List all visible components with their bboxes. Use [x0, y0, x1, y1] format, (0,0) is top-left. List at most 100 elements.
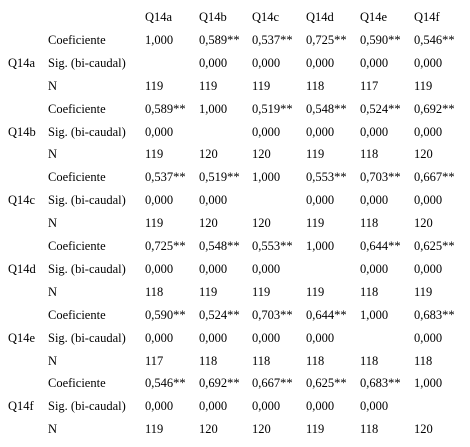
- cell: 120: [199, 422, 218, 437]
- statistic-label: N: [48, 284, 58, 299]
- cell: 0,000: [360, 261, 389, 276]
- cell: 119: [306, 284, 325, 299]
- cell: 119: [306, 422, 325, 437]
- cell: 1,000: [252, 170, 281, 185]
- cell: 0,625**: [306, 376, 347, 391]
- cell: 0,537**: [145, 170, 186, 185]
- cell: 118: [360, 216, 379, 231]
- cell: 119: [306, 147, 325, 162]
- cell: 0,590**: [360, 32, 401, 47]
- cell: 0,546**: [414, 32, 455, 47]
- cell: 120: [414, 216, 433, 231]
- statistic-label: Coeficiente: [48, 32, 106, 47]
- cell: 0,000: [252, 330, 281, 345]
- statistic-label: Coeficiente: [48, 239, 106, 253]
- cell: 0,000: [360, 399, 389, 414]
- cell: 0,000: [414, 193, 443, 208]
- cell: 0,000: [360, 55, 389, 70]
- cell: 119: [145, 216, 164, 231]
- cell: 120: [252, 422, 271, 437]
- cell: 0,692**: [199, 376, 240, 391]
- cell: 0,703**: [360, 170, 401, 185]
- cell: 0,590**: [145, 307, 186, 322]
- cell: 1,000: [360, 307, 389, 322]
- column-header: Q14e: [360, 10, 388, 24]
- cell: 0,000: [252, 55, 281, 70]
- variable-label: Q14c: [8, 193, 36, 208]
- cell: 0,625**: [414, 239, 455, 253]
- cell: 0,725**: [145, 239, 186, 253]
- cell: 119: [145, 422, 164, 437]
- variable-label: Q14f: [8, 399, 34, 414]
- cell: 0,000: [252, 399, 281, 414]
- cell: 0,589**: [145, 101, 186, 116]
- cell: 118: [414, 353, 433, 368]
- column-header: Q14a: [145, 10, 173, 24]
- statistic-label: Coeficiente: [48, 170, 106, 185]
- cell: 120: [414, 147, 433, 162]
- cell: 0,000: [306, 55, 335, 70]
- cell: 120: [199, 147, 218, 162]
- cell: 0,000: [145, 399, 174, 414]
- cell: 0,000: [306, 399, 335, 414]
- cell: 0,667**: [414, 170, 455, 185]
- cell: 119: [414, 284, 433, 299]
- cell: 0,524**: [199, 307, 240, 322]
- cell: 0,000: [145, 261, 174, 276]
- statistic-label: N: [48, 353, 58, 368]
- cell: 0,692**: [414, 101, 455, 116]
- cell: 118: [306, 78, 325, 93]
- cell: 0,546**: [145, 376, 186, 391]
- cell: 0,000: [199, 399, 228, 414]
- cell: 0,000: [360, 193, 389, 208]
- cell: 0,000: [252, 124, 281, 139]
- cell: 0,553**: [252, 239, 293, 253]
- cell: 0,000: [199, 55, 228, 70]
- cell: 0,000: [145, 330, 174, 345]
- cell: 0,725**: [306, 32, 347, 47]
- cell: 119: [414, 78, 433, 93]
- cell: 119: [252, 78, 271, 93]
- cell: 0,000: [414, 124, 443, 139]
- cell: 117: [145, 353, 164, 368]
- cell: 0,548**: [306, 101, 347, 116]
- cell: 118: [360, 147, 379, 162]
- cell: 120: [252, 216, 271, 231]
- cell: 119: [145, 147, 164, 162]
- statistic-label: N: [48, 216, 58, 231]
- cell: 118: [199, 353, 218, 368]
- cell: 0,000: [252, 261, 281, 276]
- cell: 118: [360, 284, 379, 299]
- cell: 119: [145, 78, 164, 93]
- cell: 0,000: [360, 124, 389, 139]
- cell: 1,000: [414, 376, 443, 391]
- cell: 0,000: [306, 124, 335, 139]
- cell: 118: [360, 353, 379, 368]
- cell: 118: [252, 353, 271, 368]
- cell: 120: [414, 422, 433, 437]
- cell: 117: [360, 78, 379, 93]
- cell: 118: [306, 353, 325, 368]
- cell: 119: [199, 78, 218, 93]
- cell: 1,000: [306, 239, 335, 253]
- cell: 0,683**: [360, 376, 401, 391]
- statistic-label: Sig. (bi-caudal): [48, 193, 126, 208]
- column-header: Q14f: [414, 10, 440, 24]
- cell: 0,589**: [199, 32, 240, 47]
- statistic-label: Sig. (bi-caudal): [48, 330, 126, 345]
- cell: 118: [145, 284, 164, 299]
- cell: 0,519**: [199, 170, 240, 185]
- column-header: Q14c: [252, 10, 280, 24]
- statistic-label: Coeficiente: [48, 376, 106, 391]
- cell: 0,667**: [252, 376, 293, 391]
- statistic-label: Coeficiente: [48, 101, 106, 116]
- cell: 120: [199, 216, 218, 231]
- cell: 0,553**: [306, 170, 347, 185]
- statistic-label: Sig. (bi-caudal): [48, 261, 126, 276]
- cell: 1,000: [145, 32, 174, 47]
- column-header: Q14d: [306, 10, 334, 24]
- cell: 0,000: [145, 193, 174, 208]
- statistic-label: Sig. (bi-caudal): [48, 55, 126, 70]
- cell: 0,703**: [252, 307, 293, 322]
